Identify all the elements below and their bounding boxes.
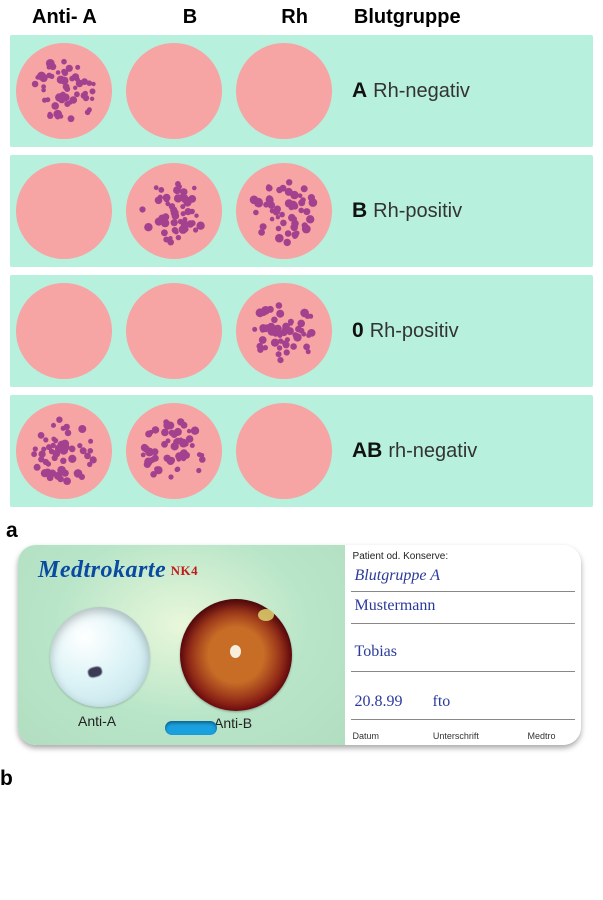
card-label-anti-b: Anti-B: [214, 715, 252, 731]
rh-status: Rh-positiv: [373, 200, 462, 222]
card-test-area: Medtrokarte NK4 Anti-A Anti-B: [18, 545, 345, 745]
header-rh: Rh: [281, 6, 308, 29]
card-brand: Medtrokarte NK4: [38, 557, 198, 584]
card-well-anti-a: [50, 607, 150, 707]
form-rule: [351, 719, 575, 720]
well-clear: [16, 283, 112, 379]
form-rule: [351, 623, 575, 624]
well-agglutinated: [236, 283, 332, 379]
blood-type: 0: [352, 319, 370, 342]
blood-type: AB: [352, 439, 388, 462]
result-row: ARh-negativ: [10, 35, 593, 147]
card-well-anti-b: [180, 599, 292, 711]
form-date: 20.8.99 fto: [355, 693, 451, 711]
header-b: B: [183, 6, 197, 29]
form-header: Patient od. Konserve:: [353, 551, 449, 562]
card-slot: [165, 721, 217, 735]
result-label: BRh-positiv: [332, 199, 587, 223]
header-anti-a: Anti- A: [32, 6, 97, 29]
form-rule: [351, 671, 575, 672]
result-row: ABrh-negativ: [10, 395, 593, 507]
bottom-photo-panel: Medtrokarte NK4 Anti-A Anti-B Patient od…: [0, 515, 603, 763]
result-row: 0Rh-positiv: [10, 275, 593, 387]
card-form-area: Patient od. Konserve: Blutgruppe A Muste…: [345, 545, 581, 745]
well-clear: [236, 403, 332, 499]
agglutination-rows: ARh-negativBRh-positiv0Rh-positivABrh-ne…: [0, 35, 603, 507]
well-agglutinated: [236, 163, 332, 259]
form-line1: Blutgruppe A: [355, 567, 440, 585]
rh-status: rh-negativ: [388, 440, 477, 462]
rh-status: Rh-negativ: [373, 80, 470, 102]
result-label: ABrh-negativ: [332, 439, 587, 463]
column-headers: Anti- A B Rh Blutgruppe: [0, 0, 603, 33]
well-clear: [126, 283, 222, 379]
rh-status: Rh-positiv: [370, 320, 459, 342]
header-blutgruppe: Blutgruppe: [354, 6, 461, 29]
medtro-card: Medtrokarte NK4 Anti-A Anti-B Patient od…: [18, 545, 581, 745]
form-line3: Tobias: [355, 643, 397, 661]
result-label: ARh-negativ: [332, 79, 587, 103]
well-clear: [126, 43, 222, 139]
well-agglutinated: [16, 43, 112, 139]
well-agglutinated: [126, 163, 222, 259]
result-label: 0Rh-positiv: [332, 319, 587, 343]
blood-type: A: [352, 79, 373, 102]
form-footer: Datum Unterschrift Medtro: [345, 731, 581, 741]
well-clear: [236, 43, 332, 139]
blood-type: B: [352, 199, 373, 222]
card-label-anti-a: Anti-A: [78, 713, 116, 729]
form-rule: [351, 591, 575, 592]
subfigure-b-label: b: [0, 767, 13, 791]
form-line2: Mustermann: [355, 597, 436, 615]
well-agglutinated: [126, 403, 222, 499]
result-row: BRh-positiv: [10, 155, 593, 267]
well-clear: [16, 163, 112, 259]
well-agglutinated: [16, 403, 112, 499]
